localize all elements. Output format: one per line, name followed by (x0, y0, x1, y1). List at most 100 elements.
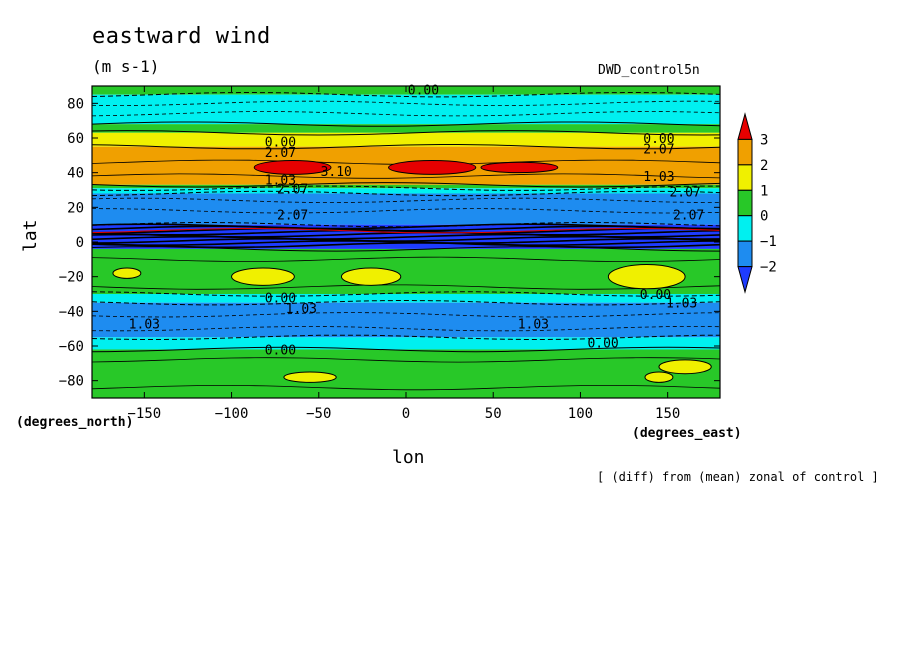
contour-line (92, 91, 720, 98)
contour-labels: 0.000.002.073.101.032.072.070.001.031.03… (129, 83, 705, 358)
contour-label: 0.00 (643, 132, 674, 147)
contour-line (92, 121, 720, 127)
anomaly-region (253, 160, 332, 175)
y-tick-label: 0 (76, 235, 84, 251)
zonal-band (92, 302, 720, 338)
anomaly-region (112, 267, 142, 279)
contour-label: 1.03 (286, 302, 317, 317)
y-tick-label: −60 (59, 339, 84, 355)
contour-line (92, 346, 720, 353)
x-axis-label: lon (392, 447, 425, 468)
contour-line (92, 284, 720, 290)
anomaly-region (607, 264, 686, 290)
contour-line (92, 229, 720, 236)
contour-label: 1.03 (518, 317, 549, 332)
y-tick-label: −80 (59, 374, 84, 390)
contour-label: 2.07 (265, 146, 296, 161)
zonal-band (92, 132, 720, 147)
y-tick-label: 20 (67, 200, 84, 216)
anomaly-region (480, 161, 559, 174)
colorbar-swatch (737, 164, 753, 191)
contour-label: 0.00 (640, 288, 671, 303)
y-axis-unit-label: (degrees_north) (16, 415, 134, 430)
y-tick-label: 80 (67, 96, 84, 112)
y-tick-label: 40 (67, 166, 84, 182)
x-tick-label: −50 (306, 406, 331, 422)
axes: −150 −100 −50 0 50 100 150 80 60 40 20 0 −20 −40 −60 −8… (59, 86, 720, 422)
contour-label: 0.00 (587, 337, 618, 352)
contour-line (92, 299, 720, 306)
zonal-band (92, 94, 720, 125)
anomaly-region (231, 267, 295, 286)
plot-area (92, 86, 720, 398)
contour-label: 0.00 (265, 291, 296, 306)
x-axis-unit-label: (degrees_east) (632, 426, 742, 441)
zonal-band (92, 349, 720, 398)
contour-line (92, 240, 720, 246)
chart-units: (m s-1) (92, 57, 160, 76)
contour-label: 2.07 (669, 186, 700, 201)
contour-label: 1.03 (643, 170, 674, 185)
contour-line (92, 173, 720, 179)
zonal-band (92, 188, 720, 194)
anomaly-region (340, 267, 402, 286)
chart-title: eastward wind (92, 24, 271, 49)
colorbar-tick-label: 2 (760, 158, 768, 174)
contour-label: 2.07 (673, 208, 704, 223)
y-tick-label: −20 (59, 270, 84, 286)
contour-line (92, 144, 720, 150)
x-tick-label: −150 (127, 406, 161, 422)
contour-label: 2.07 (277, 182, 308, 197)
colorbar-swatch (737, 266, 753, 294)
contour-label: 0.00 (265, 135, 296, 150)
colorbar-tick-label: −1 (760, 234, 777, 250)
contour-label: 0.00 (265, 343, 296, 358)
contour-label: 1.03 (265, 174, 296, 189)
contour-label: 1.03 (666, 297, 697, 312)
colorbar-tick-label: −2 (760, 260, 777, 276)
contour-line (92, 385, 720, 391)
contour-label: 1.03 (129, 317, 160, 332)
zonal-band (92, 124, 720, 133)
colorbar-tick-label: 1 (760, 183, 768, 199)
contour-line (92, 130, 720, 136)
footnote: [ (diff) from (mean) zonal of control ] (597, 470, 879, 484)
zonal-band (92, 294, 720, 303)
contour-label: 2.07 (643, 142, 674, 157)
x-tick-label: −100 (215, 406, 249, 422)
contour-line (92, 357, 720, 363)
anomaly-region (388, 160, 477, 175)
y-tick-label: −40 (59, 304, 84, 320)
contour-line (92, 222, 720, 228)
anomaly-region (283, 371, 337, 383)
colorbar-tick-label: 3 (760, 132, 768, 148)
x-tick-label: 50 (485, 406, 502, 422)
y-tick-label: 60 (67, 131, 84, 147)
zonal-band (92, 337, 720, 350)
x-tick-label: 0 (402, 406, 410, 422)
contour-line (92, 291, 720, 297)
contour-line (92, 334, 720, 340)
colorbar-swatch (737, 215, 753, 242)
colorbar-swatch (737, 189, 753, 217)
colorbar: 3 2 1 0 −1 −2 (737, 112, 777, 294)
colorbar-swatch (737, 240, 753, 268)
anomaly-region (644, 371, 674, 383)
anomaly-region (658, 359, 712, 375)
colorbar-swatch (737, 112, 753, 140)
contour-line (92, 190, 720, 197)
contour-line (92, 182, 720, 188)
zonal-band (92, 193, 720, 225)
zonal-band (92, 184, 720, 189)
x-tick-label: 150 (655, 406, 680, 422)
x-tick-label: 100 (568, 406, 593, 422)
colorbar-swatch (737, 138, 753, 166)
run-label: DWD_control5n (598, 63, 700, 78)
contour-label: 2.07 (277, 208, 308, 223)
contour-label: 3.10 (321, 165, 352, 180)
contour-label: 0.00 (408, 83, 439, 98)
contour-line (92, 246, 720, 252)
contour-line (92, 185, 720, 191)
contour-line (92, 256, 720, 262)
